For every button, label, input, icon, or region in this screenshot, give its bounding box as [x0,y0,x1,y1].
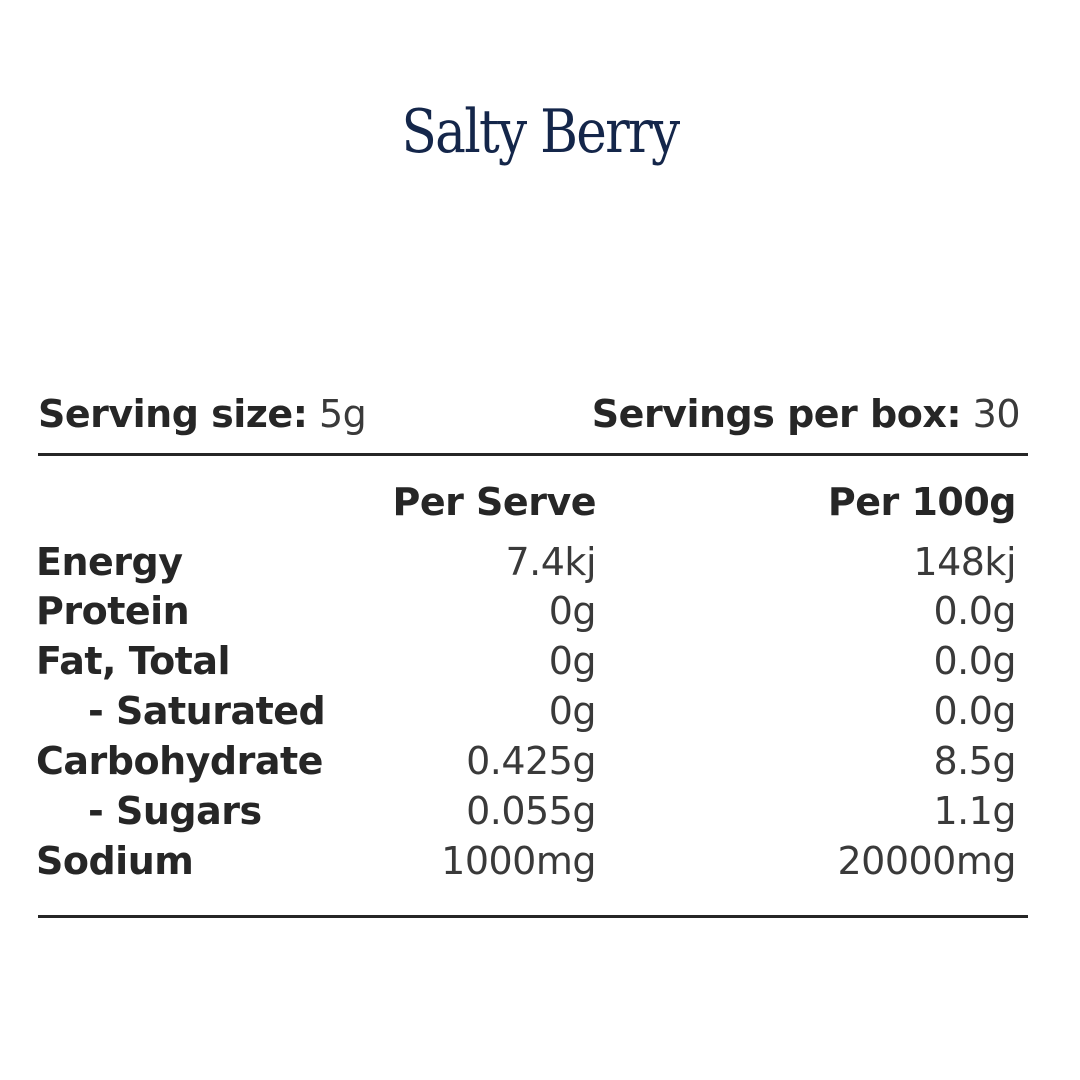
servings-per-box-label: Servings per box: [591,392,962,436]
per-100g-value: 0.0g [933,639,1016,683]
nutrient-name: Protein [36,589,190,633]
nutrient-name: Sodium [36,839,194,883]
serving-size-label: Serving size: [38,392,308,436]
per-serve-value: 0.425g [466,739,596,783]
nutrient-name: - Saturated [88,689,326,733]
nutrient-name: Energy [36,540,183,584]
per-100g-value: 0.0g [933,689,1016,733]
bottom-divider [38,915,1028,918]
nutrient-name: Fat, Total [36,639,231,683]
column-header-per-100g: Per 100g [827,480,1017,524]
per-100g-value: 0.0g [933,589,1016,633]
per-serve-value: 1000mg [441,839,596,883]
per-100g-value: 1.1g [933,789,1016,833]
serving-size: Serving size: 5g [38,388,367,440]
top-divider [38,453,1028,456]
column-header-per-serve: Per Serve [392,480,596,524]
table-row: - Saturated 0g 0.0g [0,686,1080,736]
table-row: Energy 7.4kj 148kj [0,537,1080,587]
table-row: - Sugars 0.055g 1.1g [0,786,1080,836]
per-serve-value: 0.055g [466,789,596,833]
table-row: Fat, Total 0g 0.0g [0,636,1080,686]
per-100g-value: 20000mg [837,839,1016,883]
table-row: Protein 0g 0.0g [0,586,1080,636]
per-100g-value: 8.5g [933,739,1016,783]
servings-per-box: Servings per box: 30 [591,388,1021,440]
nutrient-name: Carbohydrate [36,739,323,783]
serving-size-value: 5g [318,392,367,436]
per-serve-value: 0g [548,589,597,633]
table-row: Carbohydrate 0.425g 8.5g [0,736,1080,786]
product-title: Salty Berry [401,97,681,167]
per-100g-value: 148kj [913,540,1016,584]
table-row: Sodium 1000mg 20000mg [0,836,1080,886]
nutrient-name: - Sugars [88,789,262,833]
serving-info: Serving size: 5g Servings per box: 30 [38,388,1021,440]
per-serve-value: 0g [548,689,597,733]
per-serve-value: 7.4kj [505,540,597,584]
servings-per-box-value: 30 [972,392,1021,436]
per-serve-value: 0g [548,639,597,683]
